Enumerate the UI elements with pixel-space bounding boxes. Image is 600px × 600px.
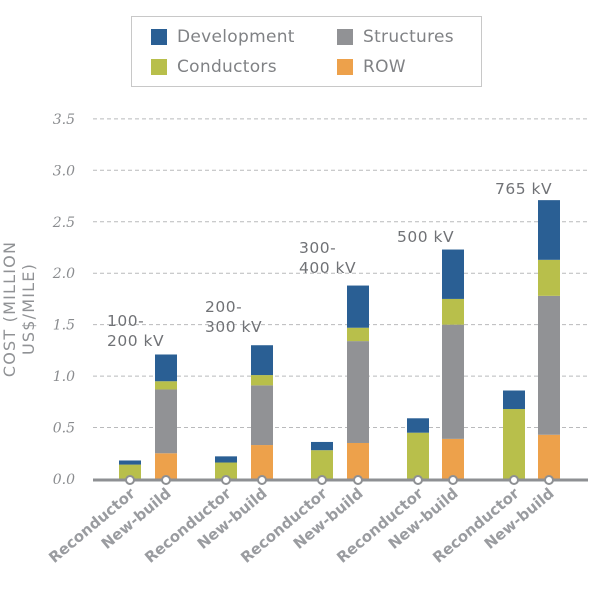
bar-segment-conductors: [347, 327, 369, 342]
axis-marker: [221, 475, 231, 485]
legend-swatch-conductors: [151, 59, 167, 75]
legend-item-conductors: Conductors: [151, 57, 277, 77]
bar-segment-development: [538, 200, 560, 260]
y-tick-labels: 0.0 0.5 1.0 1.5 2.0 2.5 3.0 3.5: [52, 112, 75, 488]
bar-segment-development: [442, 249, 464, 299]
bar-segment-structures: [155, 389, 177, 454]
bar-segment-development: [155, 354, 177, 382]
axis-marker: [257, 475, 267, 485]
legend-label-development: Development: [177, 27, 295, 47]
bar-segment-conductors: [215, 462, 237, 479]
y-tick-label: 1.0: [53, 369, 75, 385]
axis-marker: [317, 475, 327, 485]
bar-segment-conductors: [442, 298, 464, 325]
group-label: 765 kV: [495, 180, 552, 198]
bar-segment-conductors: [538, 259, 560, 296]
bar-segment-row: [442, 438, 464, 479]
group-label: 100-: [107, 312, 144, 330]
bar-segment-conductors: [503, 409, 525, 479]
y-tick-label: 3.0: [53, 163, 75, 179]
y-tick-label: 3.5: [53, 112, 75, 128]
axis-marker: [509, 475, 519, 485]
axis-marker: [161, 475, 171, 485]
legend-swatch-row: [337, 59, 353, 75]
bar-segment-development: [311, 441, 333, 451]
bar-segment-row: [155, 453, 177, 479]
y-tick-label: 0.5: [53, 421, 75, 437]
bar-segment-development: [215, 456, 237, 463]
y-tick-label: 0.0: [53, 472, 75, 488]
legend-swatch-development: [151, 29, 167, 45]
bars: [119, 200, 560, 479]
bar-segment-conductors: [251, 375, 273, 386]
gridlines: [93, 118, 588, 429]
bar-segment-conductors: [119, 464, 141, 479]
legend-label-conductors: Conductors: [177, 57, 277, 77]
legend: Development Structures Conductors ROW: [131, 16, 482, 87]
group-label: 200-: [205, 298, 242, 316]
x-axis: [93, 475, 588, 485]
bar-segment-conductors: [407, 432, 429, 479]
bar-segment-row: [347, 442, 369, 479]
bar-segment-row: [251, 445, 273, 479]
axis-marker: [125, 475, 135, 485]
legend-label-row: ROW: [363, 57, 406, 77]
bar-segment-structures: [538, 295, 560, 435]
bar-segment-development: [503, 390, 525, 410]
bar-segment-structures: [347, 341, 369, 443]
group-label: 200 kV: [107, 332, 164, 350]
legend-swatch-structures: [337, 29, 353, 45]
group-label: 300 kV: [205, 318, 262, 336]
bar-segment-structures: [251, 385, 273, 446]
bar-segment-development: [347, 285, 369, 328]
group-label: 400 kV: [299, 259, 356, 277]
x-tick-labels: ReconductorNew-buildReconductorNew-build…: [45, 484, 557, 567]
y-tick-label: 1.5: [53, 318, 75, 334]
group-label: 500 kV: [397, 228, 454, 246]
group-label: 300-: [299, 239, 336, 257]
bar-segment-conductors: [311, 450, 333, 479]
legend-label-structures: Structures: [363, 27, 454, 47]
axis-marker: [448, 475, 458, 485]
bar-segment-structures: [442, 324, 464, 439]
bar-segment-row: [538, 434, 560, 479]
legend-item-development: Development: [151, 27, 295, 47]
group-labels: 100- 200 kV 200- 300 kV 300- 400 kV 500 kV 765 …: [107, 180, 552, 350]
y-tick-label: 2.0: [52, 266, 75, 282]
axis-marker: [413, 475, 423, 485]
legend-item-structures: Structures: [337, 27, 454, 47]
legend-item-row: ROW: [337, 57, 406, 77]
axis-marker: [544, 475, 554, 485]
axis-marker: [353, 475, 363, 485]
bar-segment-development: [119, 460, 141, 465]
bar-segment-development: [407, 418, 429, 433]
bar-segment-conductors: [155, 381, 177, 390]
bar-segment-development: [251, 345, 273, 376]
y-tick-label: 2.5: [52, 215, 75, 231]
